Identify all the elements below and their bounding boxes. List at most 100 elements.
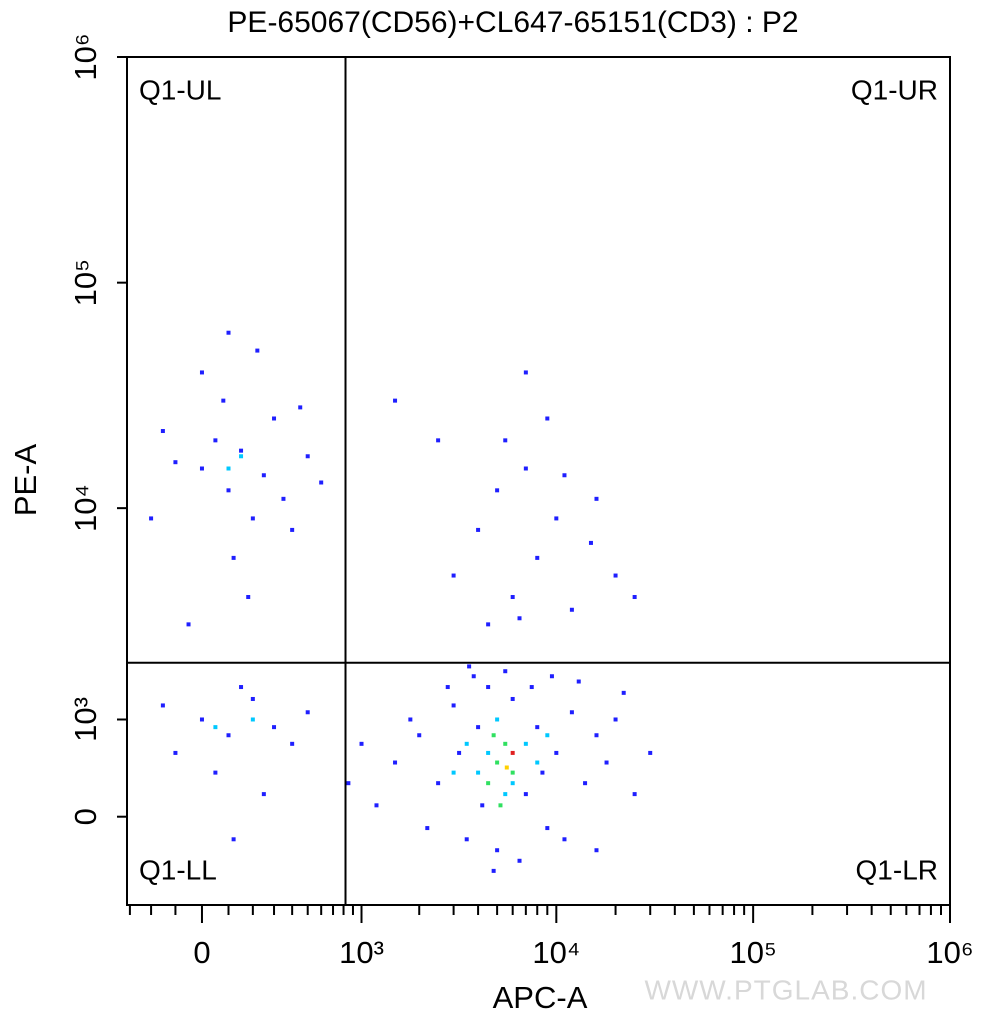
event-dot xyxy=(451,703,456,708)
event-dot xyxy=(495,848,500,853)
event-dot xyxy=(495,488,500,493)
event-dot xyxy=(250,717,255,722)
event-dot xyxy=(491,733,496,738)
event-dot xyxy=(510,696,515,701)
x-tick-label: 0 xyxy=(193,935,210,970)
event-dot xyxy=(173,460,178,465)
event-dot xyxy=(613,573,618,578)
event-dot xyxy=(471,674,476,679)
event-dot xyxy=(213,770,218,775)
event-dot xyxy=(213,725,218,730)
event-dot xyxy=(319,480,324,485)
event-dot xyxy=(250,516,255,521)
event-dot xyxy=(486,781,491,786)
event-dot xyxy=(464,741,469,746)
event-dot xyxy=(467,664,472,669)
event-dot xyxy=(272,725,277,730)
event-dot xyxy=(298,405,303,410)
y-tick-label: 10⁴ xyxy=(68,484,103,532)
event-dot xyxy=(226,466,231,471)
event-dot xyxy=(523,370,528,375)
event-dot xyxy=(632,792,637,797)
event-dot xyxy=(503,741,508,746)
event-dot xyxy=(457,750,462,755)
event-dot xyxy=(231,555,236,560)
event-dot xyxy=(451,770,456,775)
event-dot xyxy=(495,717,500,722)
event-dot xyxy=(160,703,165,708)
event-dot xyxy=(226,488,231,493)
event-dot xyxy=(576,679,581,684)
event-dot xyxy=(425,826,430,831)
event-dot xyxy=(445,685,450,690)
event-dot xyxy=(486,685,491,690)
x-tick-label: 10⁵ xyxy=(729,935,776,970)
y-tick-label: 10⁶ xyxy=(68,33,103,80)
x-tick-label: 10⁶ xyxy=(926,935,973,970)
event-dot xyxy=(393,760,398,765)
event-dot xyxy=(503,792,508,797)
y-tick-label: 10⁵ xyxy=(68,259,103,306)
event-dot xyxy=(545,733,550,738)
chart-title: PE-65067(CD56)+CL647-65151(CD3) : P2 xyxy=(227,6,798,39)
event-dot xyxy=(504,765,509,770)
y-tick-label: 0 xyxy=(68,808,103,825)
event-dot xyxy=(535,760,540,765)
event-dot xyxy=(221,398,226,403)
event-dot xyxy=(231,837,236,842)
event-dot xyxy=(213,438,218,443)
y-axis-label: PE-A xyxy=(8,444,43,517)
event-dot xyxy=(480,803,485,808)
event-dot xyxy=(451,573,456,578)
event-dot xyxy=(613,717,618,722)
x-tick-label: 10³ xyxy=(339,935,384,970)
event-dot xyxy=(621,690,626,695)
event-dot xyxy=(417,733,422,738)
event-dot xyxy=(239,448,244,453)
event-dot xyxy=(408,717,413,722)
event-dot xyxy=(510,750,515,755)
event-dot xyxy=(569,607,574,612)
quadrant-label: Q1-LR xyxy=(856,854,938,885)
event-dot xyxy=(261,473,266,478)
event-dot xyxy=(239,454,244,459)
event-dot xyxy=(374,803,379,808)
event-dot xyxy=(436,781,441,786)
event-dot xyxy=(255,348,260,353)
event-dot xyxy=(545,826,550,831)
event-dot xyxy=(517,616,522,621)
event-dot xyxy=(604,760,609,765)
event-dot xyxy=(199,466,204,471)
plot-frame xyxy=(126,56,951,906)
event-dot xyxy=(529,685,534,690)
event-dot xyxy=(594,733,599,738)
event-dot xyxy=(486,750,491,755)
event-dot xyxy=(632,595,637,600)
event-dot xyxy=(239,685,244,690)
event-dot xyxy=(226,330,231,335)
event-dot xyxy=(554,750,559,755)
event-dot xyxy=(523,466,528,471)
event-dot xyxy=(486,622,491,627)
event-dot xyxy=(149,516,154,521)
event-dot xyxy=(272,416,277,421)
quadrant-label: Q1-LL xyxy=(139,854,217,885)
event-dot xyxy=(436,438,441,443)
event-dot xyxy=(476,527,481,532)
event-dot xyxy=(199,717,204,722)
event-dot xyxy=(359,741,364,746)
x-axis-label: APC-A xyxy=(493,980,588,1015)
event-dot xyxy=(186,622,191,627)
event-dot xyxy=(523,792,528,797)
event-dot xyxy=(594,848,599,853)
event-dot xyxy=(510,781,515,786)
event-dot xyxy=(491,868,496,873)
event-dot xyxy=(594,496,599,501)
event-dot xyxy=(393,398,398,403)
event-dot xyxy=(464,837,469,842)
x-tick-label: 10⁴ xyxy=(532,935,580,970)
event-dot xyxy=(588,540,593,545)
quadrant-label: Q1-UL xyxy=(139,74,221,105)
watermark: WWW.PTGLAB.COM xyxy=(644,974,927,1005)
